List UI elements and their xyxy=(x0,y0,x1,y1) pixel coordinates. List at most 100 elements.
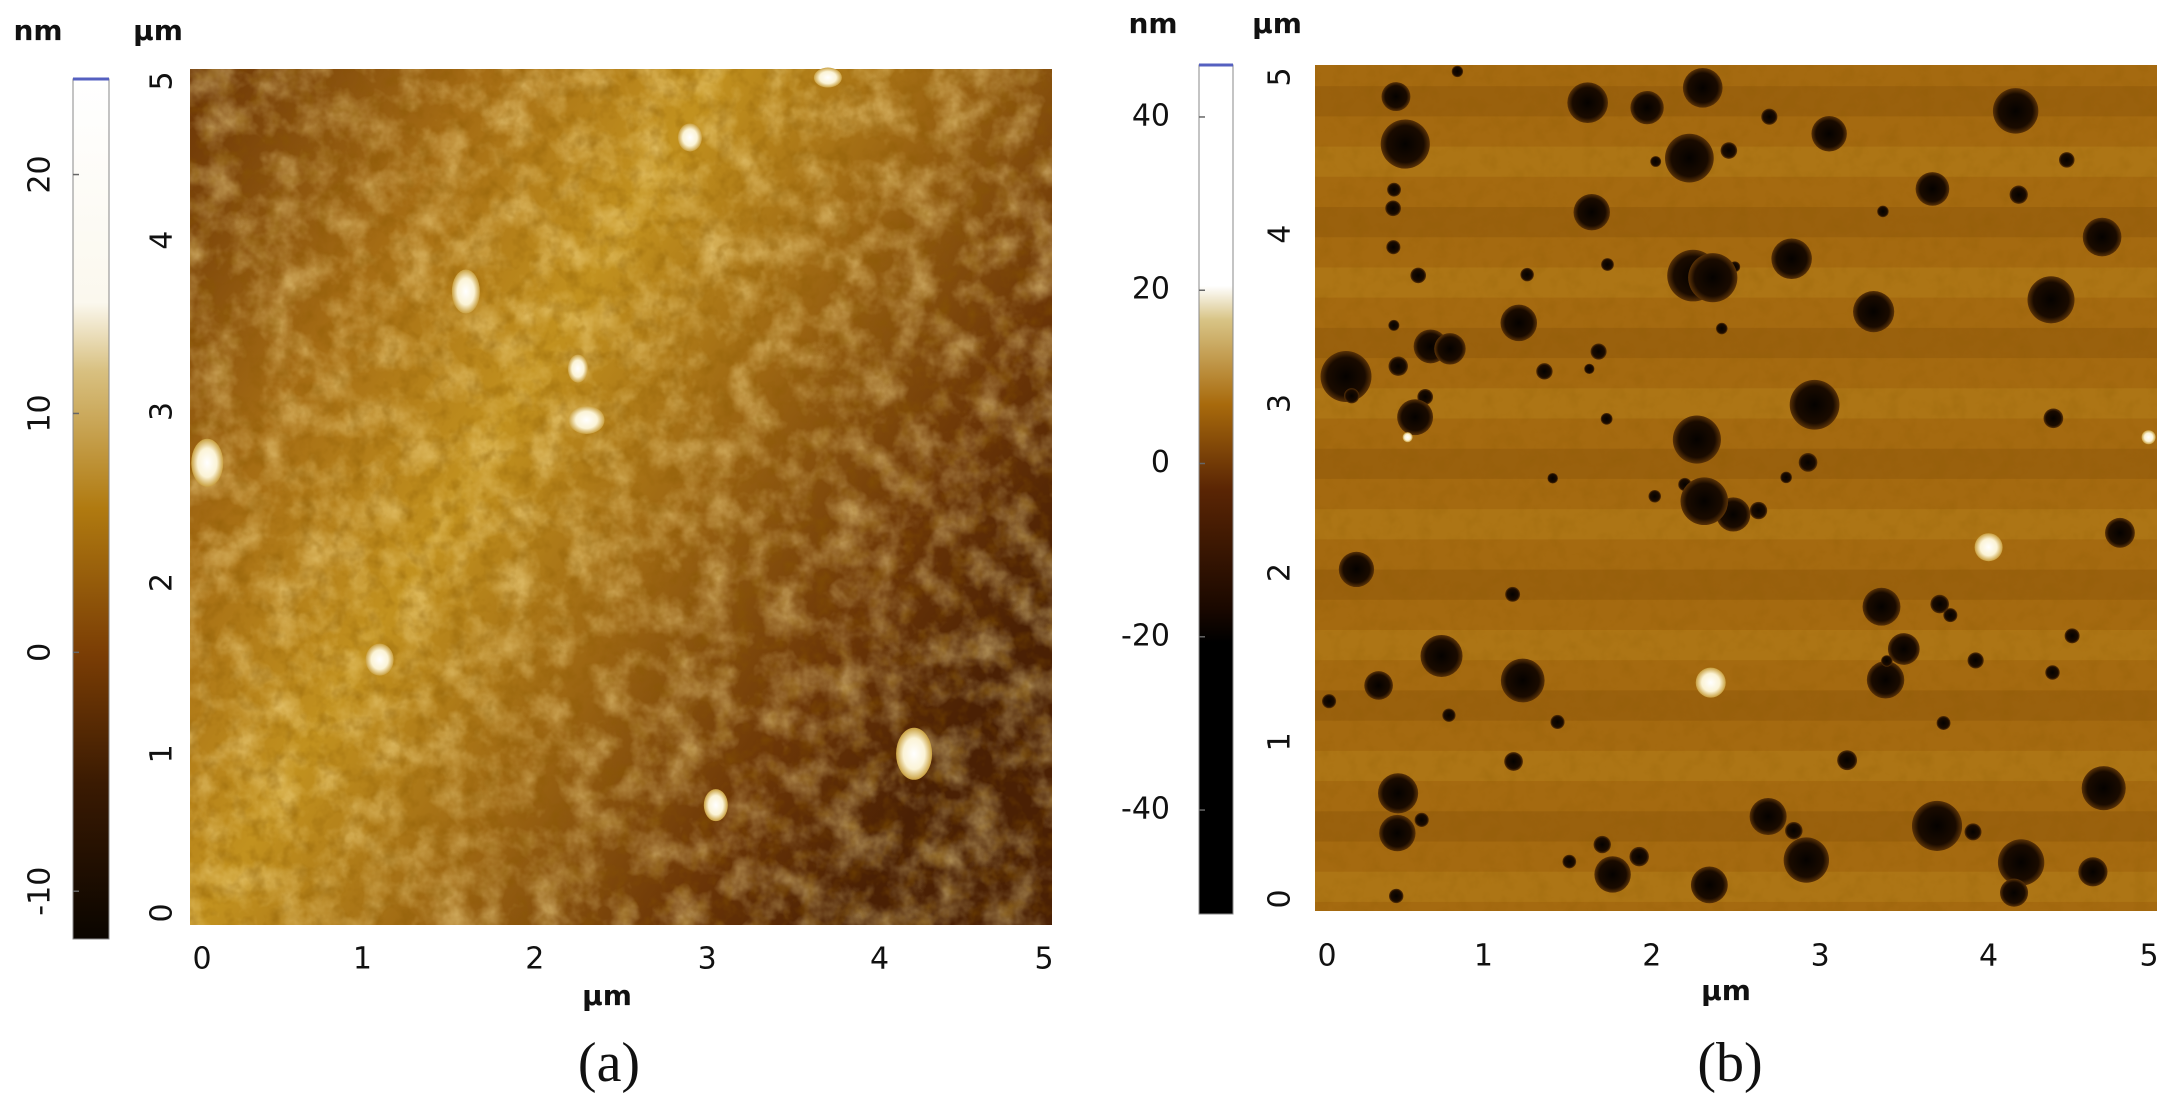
surface-pit xyxy=(2105,517,2135,548)
surface-pit xyxy=(1780,471,1792,484)
surface-bump xyxy=(567,354,588,383)
surface-pit xyxy=(1386,240,1401,255)
surface-pit xyxy=(1881,655,1893,667)
y-tick-label: 2 xyxy=(1263,563,1298,582)
surface-pit xyxy=(1798,453,1818,472)
x-tick-label: 0 xyxy=(192,942,211,977)
surface-bump xyxy=(896,727,933,780)
surface-pit xyxy=(1600,412,1613,425)
colorbar-tick-label: -10 xyxy=(23,867,58,916)
x-tick-label: 3 xyxy=(1811,939,1830,974)
surface-pit xyxy=(1380,119,1430,169)
surface-pit xyxy=(1567,82,1608,124)
surface-pit xyxy=(1388,356,1408,376)
surface-bump xyxy=(1695,667,1726,698)
y-tick-label: 1 xyxy=(145,744,180,763)
surface-pit xyxy=(1915,172,1950,206)
surface-pit xyxy=(1562,854,1577,869)
surface-pit xyxy=(1648,490,1661,503)
surface-pit xyxy=(1593,835,1611,854)
surface-pit xyxy=(1387,182,1401,197)
colorbar-tick-label: 20 xyxy=(1132,272,1170,307)
surface-bump xyxy=(813,67,842,88)
y-axis-unit: µm xyxy=(133,14,183,47)
x-axis-label: µm xyxy=(1701,974,1751,1007)
surface-pit xyxy=(2009,185,2028,204)
surface-texture xyxy=(190,69,1052,925)
surface-pit xyxy=(1500,658,1545,703)
surface-pit xyxy=(1321,694,1337,709)
colorbar-tick-label: -40 xyxy=(1121,792,1170,827)
y-tick-label: 0 xyxy=(1263,889,1298,908)
y-axis-unit: µm xyxy=(1252,7,1302,40)
y-tick-label: 4 xyxy=(1263,225,1298,244)
x-tick-label: 5 xyxy=(1034,942,1053,977)
colorbar-tick-label: 10 xyxy=(23,394,58,432)
colorbar-tick-label: 20 xyxy=(23,155,58,193)
surface-bump xyxy=(1402,432,1413,443)
afm-panel: 0 1 2 3 4 5 0 1 2 3 4 5 -40 -20 0 20 40 nm µm µm (b) xyxy=(1121,7,2159,1094)
surface-bump xyxy=(2141,430,2156,445)
surface-pit xyxy=(1720,142,1738,159)
panel-caption: (b) xyxy=(1697,1032,1762,1094)
surface-pit xyxy=(1584,363,1595,375)
y-tick-label: 4 xyxy=(145,231,180,250)
surface-bump xyxy=(365,643,394,676)
y-tick-label: 3 xyxy=(1263,394,1298,413)
surface-pit xyxy=(1320,351,1372,403)
colorbar xyxy=(72,78,110,940)
colorbar xyxy=(1198,64,1234,915)
x-tick-label: 2 xyxy=(1642,939,1661,974)
surface-pit xyxy=(1550,714,1565,730)
y-tick-label: 2 xyxy=(145,573,180,592)
surface-pit xyxy=(1629,846,1649,867)
afm-panel: 0 1 2 3 4 5 0 1 2 3 4 5 -10 0 10 20 nm µm µm (a) xyxy=(13,14,1053,1094)
x-tick-label: 3 xyxy=(698,942,717,977)
x-tick-label: 1 xyxy=(1474,939,1493,974)
surface-pit xyxy=(2045,665,2060,680)
surface-pit xyxy=(1992,88,2039,134)
colorbar-tick-label: 0 xyxy=(1151,445,1170,480)
surface-pit xyxy=(1789,379,1840,430)
surface-pit xyxy=(1594,856,1631,893)
surface-pit xyxy=(1761,108,1778,125)
surface-pit xyxy=(1547,472,1558,484)
surface-pit xyxy=(1811,116,1847,152)
x-tick-label: 2 xyxy=(525,942,544,977)
surface-pit xyxy=(2078,857,2108,887)
surface-pit xyxy=(1630,90,1664,125)
surface-pit xyxy=(1388,319,1400,331)
surface-pit xyxy=(1385,200,1401,217)
y-tick-label: 5 xyxy=(145,71,180,90)
surface-pit xyxy=(1338,551,1375,588)
surface-bump xyxy=(568,405,605,434)
surface-pit xyxy=(1414,812,1429,827)
surface-pit xyxy=(1783,837,1830,883)
surface-pit xyxy=(2064,628,2080,644)
surface-bump xyxy=(451,269,480,314)
surface-pit xyxy=(1377,773,1419,814)
surface-pit xyxy=(1381,82,1411,112)
x-tick-label: 4 xyxy=(1979,939,1998,974)
colorbar-tick-label: -20 xyxy=(1121,618,1170,653)
surface-pit xyxy=(1364,671,1393,700)
surface-pit xyxy=(1771,238,1812,280)
surface-pit xyxy=(1420,634,1463,677)
x-tick-label: 4 xyxy=(870,942,889,977)
surface-pit xyxy=(1749,501,1768,520)
surface-pit xyxy=(1785,821,1803,840)
x-tick-label: 1 xyxy=(353,942,372,977)
surface-texture xyxy=(1315,65,2157,911)
surface-pit xyxy=(2058,152,2075,168)
x-axis-label: µm xyxy=(582,979,632,1012)
surface-pit xyxy=(1504,752,1523,771)
surface-pit xyxy=(1650,156,1662,167)
surface-pit xyxy=(1590,343,1607,360)
surface-pit xyxy=(1837,750,1858,771)
surface-pit xyxy=(1866,661,1905,699)
surface-pit xyxy=(1451,65,1464,78)
surface-bump xyxy=(191,438,224,487)
surface-pit xyxy=(1397,399,1434,436)
surface-pit xyxy=(2000,878,2029,907)
